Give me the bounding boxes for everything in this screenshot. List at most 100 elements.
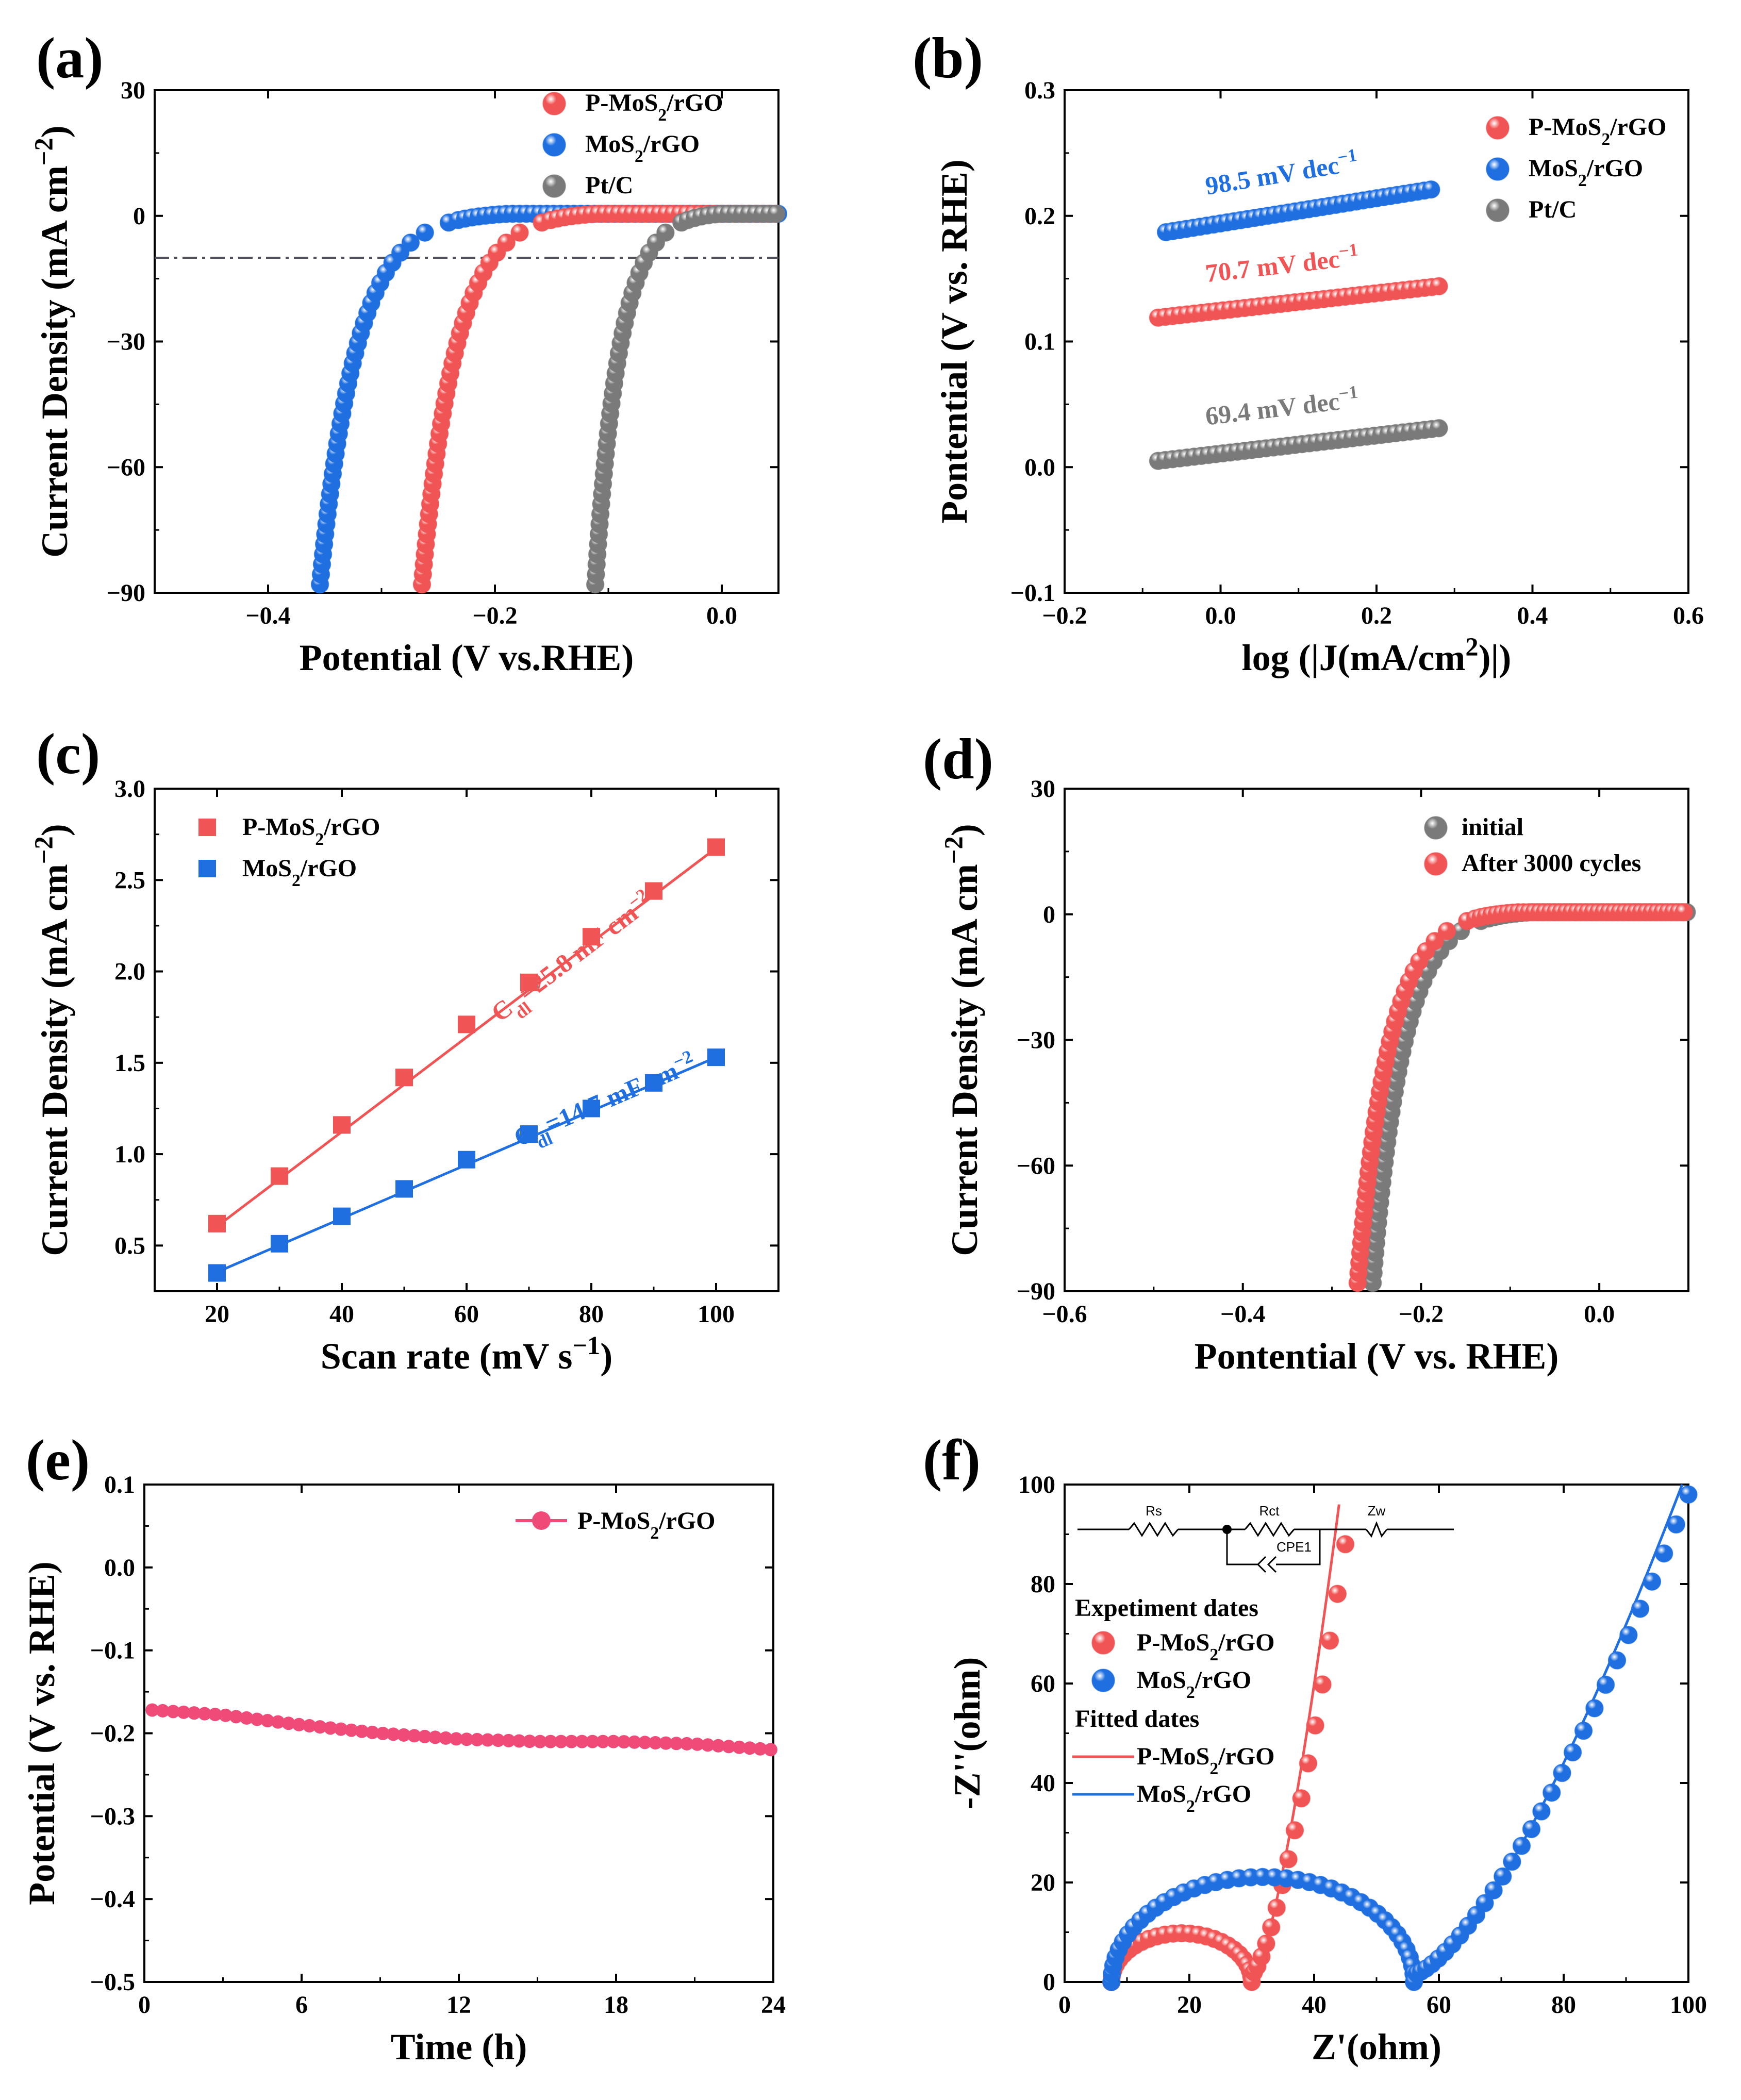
data-point bbox=[1328, 1585, 1347, 1603]
y-tick-label-part: −30 bbox=[1017, 1027, 1055, 1054]
data-point bbox=[1654, 1544, 1673, 1563]
y-tick-label-part: 80 bbox=[1031, 1571, 1055, 1598]
data-point bbox=[497, 234, 516, 252]
y-tick-label-part: 0.5 bbox=[114, 1232, 145, 1259]
legend-label: P-MoS2/rGO bbox=[242, 813, 380, 849]
x-axis-label: Potential (V vs.RHE) bbox=[300, 637, 634, 678]
slope-label: 98.5 mV dec−1 bbox=[1203, 144, 1360, 200]
y-tick-label: −0.3 bbox=[90, 1803, 135, 1830]
legend-label-part: MoS bbox=[585, 130, 635, 158]
legend-label: MoS2/rGO bbox=[242, 855, 357, 890]
x-axis-label-part: log (|J(mA/cm bbox=[1242, 637, 1466, 678]
y-tick-label: 2.5 bbox=[114, 866, 145, 894]
legend-marker bbox=[1486, 157, 1510, 181]
resistor-rct bbox=[1244, 1522, 1295, 1537]
cpe-symbol bbox=[1267, 1556, 1277, 1573]
y-tick-label: −30 bbox=[1017, 1027, 1055, 1054]
y-tick-label: 0.2 bbox=[1024, 203, 1055, 230]
x-tick-label: 80 bbox=[579, 1301, 604, 1328]
data-point bbox=[1430, 277, 1448, 295]
fit-line bbox=[216, 847, 717, 1228]
data-point bbox=[1267, 1898, 1286, 1917]
y-tick-label: 0 bbox=[133, 203, 145, 230]
y-tick-label: 40 bbox=[1031, 1770, 1055, 1797]
data-point bbox=[680, 1737, 694, 1751]
legend-label-part: P-MoS bbox=[577, 1507, 650, 1535]
circuit-label-cpe: CPE1 bbox=[1276, 1539, 1312, 1555]
data-point bbox=[512, 1734, 526, 1748]
data-point bbox=[458, 1151, 475, 1169]
data-point bbox=[669, 1737, 683, 1751]
data-point bbox=[1553, 1763, 1571, 1782]
circuit-label-rct: Rct bbox=[1259, 1503, 1280, 1519]
legend-header: Fitted dates bbox=[1075, 1705, 1199, 1732]
cdl-label: Cdl=14.7 mF cm−2 bbox=[508, 1046, 703, 1160]
x-tick-label: −0.2 bbox=[1399, 1301, 1444, 1328]
plot-frame bbox=[154, 89, 780, 594]
data-point bbox=[407, 1729, 421, 1743]
data-point bbox=[565, 1735, 578, 1748]
y-axis-label-part: ) bbox=[944, 824, 985, 836]
y-tick-label-part: 20 bbox=[1031, 1869, 1055, 1896]
data-point bbox=[1667, 1515, 1685, 1534]
x-tick-label-part: 100 bbox=[1670, 1991, 1707, 2019]
data-point bbox=[1320, 1631, 1339, 1650]
x-axis-label: Scan rate (mV s−1) bbox=[321, 1331, 613, 1377]
circuit-label-cpe-part: CPE1 bbox=[1276, 1539, 1312, 1555]
circuit-wire bbox=[1226, 1529, 1258, 1565]
legend-label: P-MoS2/rGO bbox=[1137, 1629, 1274, 1664]
warburg-symbol bbox=[1365, 1521, 1388, 1538]
circuit-label-zw-part: Zw bbox=[1368, 1503, 1386, 1519]
legend-label-part: MoS bbox=[242, 855, 292, 882]
data-point bbox=[376, 1726, 390, 1740]
panel-label: (a) bbox=[36, 26, 104, 90]
data-point bbox=[617, 1735, 631, 1749]
x-tick-label: 0.2 bbox=[1361, 602, 1392, 629]
y-tick-label: 1.5 bbox=[114, 1049, 145, 1077]
legend-label: After 3000 cycles bbox=[1462, 849, 1641, 877]
y-tick-label-part: 0.1 bbox=[104, 1471, 135, 1498]
x-axis-label: log (|J(mA/cm2)|) bbox=[1242, 632, 1512, 678]
y-tick-label-part: 30 bbox=[1031, 775, 1055, 803]
legend-label: MoS2/rGO bbox=[1137, 1780, 1251, 1816]
data-point bbox=[229, 1710, 243, 1724]
x-tick-label-part: 0.2 bbox=[1361, 602, 1392, 629]
legend-label-part: 2 bbox=[1186, 1797, 1195, 1816]
y-tick-label-part: −60 bbox=[1017, 1152, 1055, 1179]
x-tick-label-part: 80 bbox=[1551, 1991, 1576, 2019]
legend-marker bbox=[542, 133, 566, 157]
resistor-rs bbox=[1128, 1522, 1179, 1537]
slope-label-part: 70.7 mV dec bbox=[1204, 244, 1341, 288]
legend-label-part: /rGO bbox=[1610, 113, 1666, 141]
data-point bbox=[711, 1739, 725, 1753]
y-tick-label: 0.5 bbox=[114, 1232, 145, 1259]
x-tick-label-part: 18 bbox=[604, 1991, 628, 2019]
x-tick-label-part: 0.6 bbox=[1673, 602, 1704, 629]
x-axis-label: Z'(ohm) bbox=[1312, 2026, 1441, 2068]
y-tick-label-part: 0.3 bbox=[1024, 77, 1055, 104]
x-tick-label: 6 bbox=[295, 1991, 308, 2019]
y-tick-label-part: 40 bbox=[1031, 1770, 1055, 1797]
legend-label-part: 2 bbox=[635, 147, 643, 166]
x-tick-label-part: 12 bbox=[446, 1991, 471, 2019]
x-tick-label: 20 bbox=[1177, 1991, 1202, 2019]
legend-label-part: P-MoS bbox=[1137, 1629, 1209, 1656]
x-axis-label-part: )|) bbox=[1479, 637, 1512, 678]
y-axis-label-part: ) bbox=[34, 125, 75, 138]
slope-label: 69.4 mV dec−1 bbox=[1203, 381, 1360, 431]
data-point bbox=[533, 1735, 547, 1748]
data-point bbox=[397, 1728, 411, 1742]
x-tick-label-part: 0.0 bbox=[706, 602, 737, 629]
data-point bbox=[649, 1736, 662, 1749]
y-tick-label: 0.3 bbox=[1024, 77, 1055, 104]
data-point bbox=[659, 1736, 673, 1750]
y-tick-label: 30 bbox=[1031, 775, 1055, 803]
legend-label-part: /rGO bbox=[1195, 1666, 1251, 1694]
data-point bbox=[586, 1735, 600, 1748]
x-tick-label-part: 0 bbox=[138, 1991, 151, 2019]
data-point bbox=[743, 1741, 757, 1755]
data-point bbox=[334, 1722, 348, 1736]
data-point bbox=[1484, 1881, 1503, 1899]
data-point bbox=[520, 973, 538, 991]
legend-label-part: /rGO bbox=[666, 89, 723, 116]
